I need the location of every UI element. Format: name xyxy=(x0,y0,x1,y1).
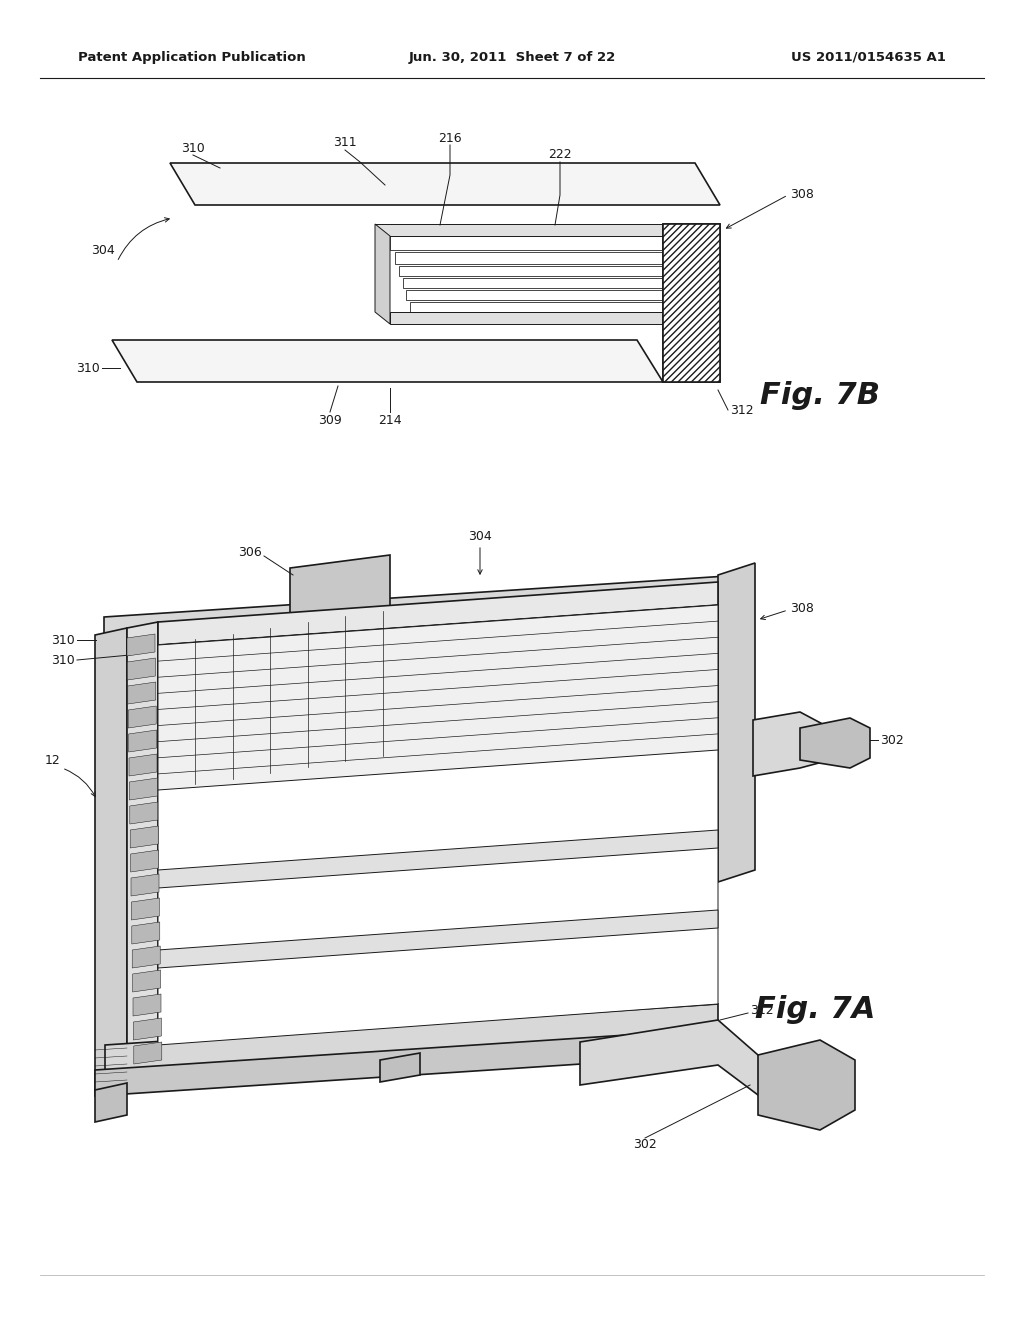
Polygon shape xyxy=(718,564,755,882)
Polygon shape xyxy=(375,224,663,236)
Text: Fig. 7A: Fig. 7A xyxy=(755,995,876,1024)
Polygon shape xyxy=(130,803,158,824)
Polygon shape xyxy=(132,970,161,993)
Polygon shape xyxy=(170,162,720,205)
Text: 304: 304 xyxy=(468,531,492,544)
Polygon shape xyxy=(663,224,720,381)
Text: 310: 310 xyxy=(51,634,75,647)
Polygon shape xyxy=(132,946,160,968)
Polygon shape xyxy=(158,605,718,789)
Polygon shape xyxy=(390,236,663,249)
Text: 310: 310 xyxy=(181,141,205,154)
Polygon shape xyxy=(158,582,718,645)
Polygon shape xyxy=(104,576,727,642)
Polygon shape xyxy=(753,711,830,776)
Polygon shape xyxy=(132,921,160,944)
Bar xyxy=(663,224,720,381)
Polygon shape xyxy=(127,634,155,656)
Polygon shape xyxy=(95,1082,127,1122)
Text: 309: 309 xyxy=(318,413,342,426)
Polygon shape xyxy=(395,252,663,264)
Polygon shape xyxy=(128,706,157,729)
Text: Fig. 7B: Fig. 7B xyxy=(760,380,880,409)
Polygon shape xyxy=(133,994,161,1016)
Polygon shape xyxy=(158,830,718,888)
Polygon shape xyxy=(580,1020,780,1115)
Polygon shape xyxy=(402,279,663,288)
Polygon shape xyxy=(380,1053,420,1082)
Text: Jun. 30, 2011  Sheet 7 of 22: Jun. 30, 2011 Sheet 7 of 22 xyxy=(409,50,615,63)
Text: US 2011/0154635 A1: US 2011/0154635 A1 xyxy=(792,50,946,63)
Polygon shape xyxy=(131,874,159,896)
Text: 312: 312 xyxy=(750,1003,773,1016)
Polygon shape xyxy=(129,730,157,752)
Polygon shape xyxy=(399,267,663,276)
Polygon shape xyxy=(127,657,156,680)
Text: 308: 308 xyxy=(790,189,814,202)
Polygon shape xyxy=(95,628,127,1092)
Polygon shape xyxy=(95,1030,718,1096)
Text: 311: 311 xyxy=(333,136,356,149)
Text: 216: 216 xyxy=(438,132,462,144)
Polygon shape xyxy=(375,224,390,323)
Polygon shape xyxy=(112,341,663,381)
Text: 302: 302 xyxy=(633,1138,656,1151)
Polygon shape xyxy=(105,1005,718,1071)
Text: 312: 312 xyxy=(730,404,754,417)
Polygon shape xyxy=(133,1018,162,1040)
Text: 12: 12 xyxy=(44,754,60,767)
Text: 304: 304 xyxy=(91,243,115,256)
Polygon shape xyxy=(129,777,158,800)
Polygon shape xyxy=(290,554,390,630)
Polygon shape xyxy=(158,605,718,1045)
Polygon shape xyxy=(390,312,663,323)
Polygon shape xyxy=(800,718,870,768)
Polygon shape xyxy=(128,682,156,704)
Polygon shape xyxy=(130,826,158,847)
Polygon shape xyxy=(158,909,718,968)
Polygon shape xyxy=(129,754,157,776)
Polygon shape xyxy=(131,850,159,873)
Polygon shape xyxy=(127,622,158,1085)
Text: 308: 308 xyxy=(790,602,814,615)
Text: Patent Application Publication: Patent Application Publication xyxy=(78,50,306,63)
Text: 214: 214 xyxy=(378,413,401,426)
Polygon shape xyxy=(758,1040,855,1130)
Polygon shape xyxy=(410,302,663,312)
Text: 306: 306 xyxy=(239,546,262,560)
Text: 310: 310 xyxy=(51,653,75,667)
Polygon shape xyxy=(134,1041,162,1064)
Text: 222: 222 xyxy=(548,149,571,161)
Text: 310: 310 xyxy=(76,362,100,375)
Text: 302: 302 xyxy=(880,734,904,747)
Polygon shape xyxy=(131,898,160,920)
Polygon shape xyxy=(407,290,663,300)
